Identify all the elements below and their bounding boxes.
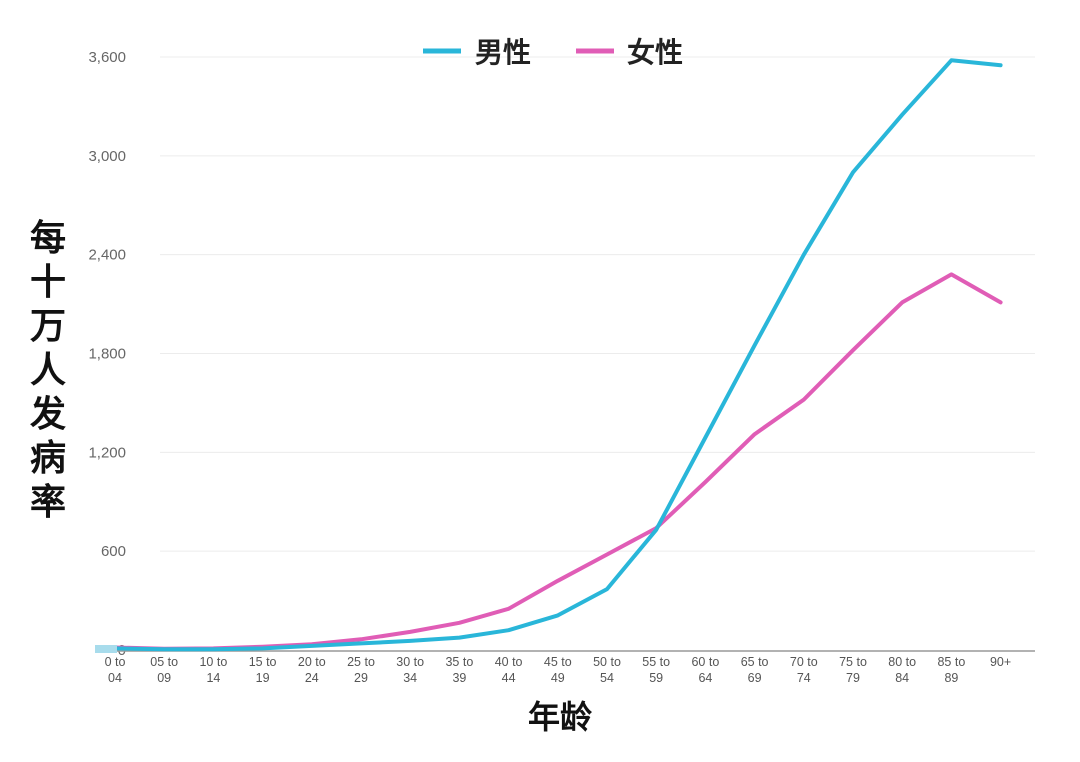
- x-tick-label: 30 to: [396, 655, 424, 669]
- legend-label: 男性: [475, 36, 531, 69]
- y-axis-title-char: 人: [30, 350, 66, 391]
- x-tick-label: 34: [403, 671, 417, 685]
- x-axis-ticks: 0 to 04 05 to 09 10 to 14 15 to 19 20 to 24 25 to 2…: [105, 655, 1012, 685]
- x-tick-label: 59: [649, 671, 663, 685]
- x-tick-label: 40 to: [495, 655, 523, 669]
- x-tick-label: 35 to: [445, 655, 473, 669]
- x-tick-label: 70 to: [790, 655, 818, 669]
- x-tick-label: 44: [502, 671, 516, 685]
- x-axis-title: 年龄: [528, 698, 592, 736]
- x-tick-label: 89: [944, 671, 958, 685]
- y-tick-label: 3,600: [88, 49, 126, 66]
- y-axis-title-char: 每: [30, 218, 66, 259]
- grid-lines: [160, 56, 1035, 552]
- origin-marker: [95, 645, 117, 653]
- y-axis-title-char: 病: [30, 438, 66, 479]
- x-tick-label: 05 to: [150, 655, 178, 669]
- x-tick-label: 90+: [990, 655, 1011, 669]
- x-tick-label: 0 to: [105, 655, 126, 669]
- x-tick-label: 19: [256, 671, 270, 685]
- series-line: [113, 58, 1003, 652]
- y-axis-title-char: 发: [30, 394, 66, 435]
- x-tick-label: 75 to: [839, 655, 867, 669]
- y-axis-title-char: 万: [30, 306, 66, 347]
- x-tick-label: 29: [354, 671, 368, 685]
- y-tick-label: 600: [101, 543, 126, 560]
- y-axis-title-char: 十: [30, 262, 66, 303]
- x-tick-label: 04: [108, 671, 122, 685]
- legend: 男性 女性: [423, 36, 683, 69]
- x-tick-label: 45 to: [544, 655, 572, 669]
- x-tick-label: 14: [206, 671, 220, 685]
- x-tick-label: 60 to: [691, 655, 719, 669]
- x-tick-label: 55 to: [642, 655, 670, 669]
- series-line: [113, 272, 1003, 651]
- x-tick-label: 65 to: [741, 655, 769, 669]
- y-tick-label: 1,200: [88, 444, 126, 461]
- x-tick-label: 09: [157, 671, 171, 685]
- x-tick-label: 15 to: [249, 655, 277, 669]
- x-tick-label: 49: [551, 671, 565, 685]
- x-tick-label: 80 to: [888, 655, 916, 669]
- x-tick-label: 54: [600, 671, 614, 685]
- x-tick-label: 69: [748, 671, 762, 685]
- y-axis-title-char: 率: [30, 482, 66, 523]
- x-tick-label: 79: [846, 671, 860, 685]
- x-tick-label: 25 to: [347, 655, 375, 669]
- y-tick-label: 2,400: [88, 247, 126, 264]
- x-tick-label: 39: [452, 671, 466, 685]
- x-tick-label: 24: [305, 671, 319, 685]
- x-tick-label: 74: [797, 671, 811, 685]
- x-tick-label: 64: [698, 671, 712, 685]
- x-tick-label: 10 to: [199, 655, 227, 669]
- series-lines: [95, 58, 1003, 653]
- x-tick-label: 84: [895, 671, 909, 685]
- x-tick-label: 85 to: [937, 655, 965, 669]
- x-tick-label: 50 to: [593, 655, 621, 669]
- y-tick-label: 3,000: [88, 148, 126, 165]
- y-tick-label: 1,800: [88, 346, 126, 363]
- x-tick-label: 20 to: [298, 655, 326, 669]
- legend-label: 女性: [627, 36, 683, 69]
